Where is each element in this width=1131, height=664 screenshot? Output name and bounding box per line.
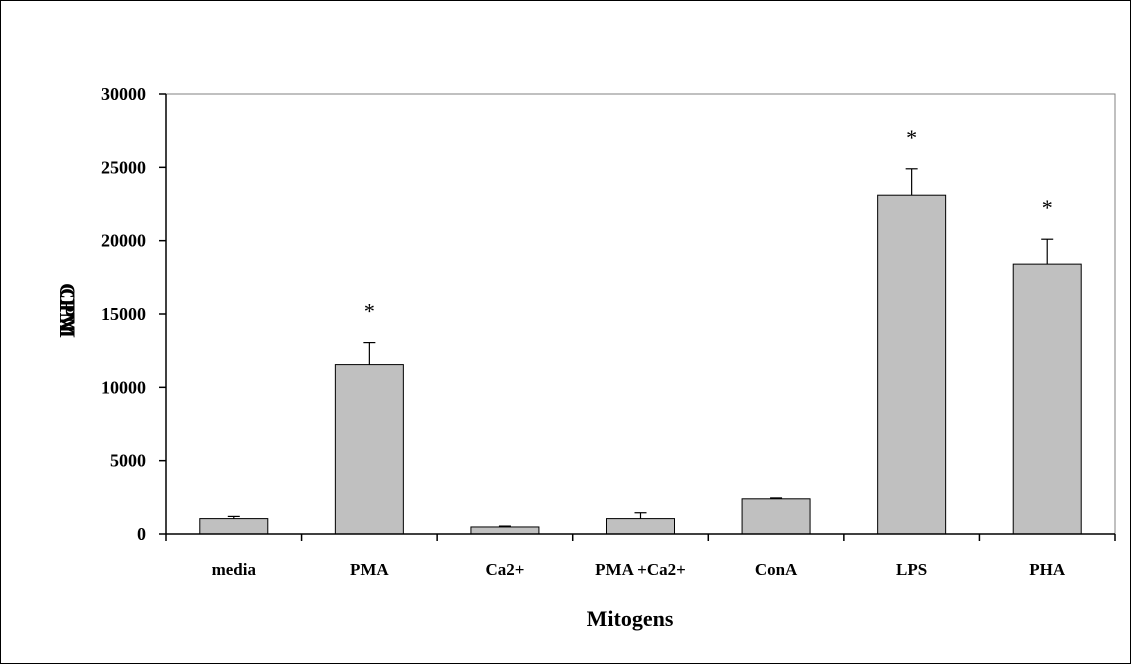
x-tick-label: PHA <box>1029 560 1066 579</box>
x-tick-label: PMA +Ca2+ <box>595 560 686 579</box>
x-ticks-layer: media PMA Ca2+ PMA +Ca2+ ConA LPS PHA <box>165 534 1116 579</box>
y-tick-label: 10000 <box>101 377 146 397</box>
bar <box>606 518 675 535</box>
y-tick-label: 5000 <box>110 451 146 471</box>
x-tick-label: Ca2+ <box>485 560 524 579</box>
x-tick-label: PMA <box>350 560 389 579</box>
y-axis-title: CPM CPM <box>55 283 80 338</box>
y-ticks-layer: 0 5000 10000 15000 20000 25000 30000 <box>101 84 166 544</box>
plot-area <box>165 93 1116 535</box>
bar <box>470 526 540 535</box>
bar <box>877 194 947 535</box>
y-tick-label: 15000 <box>101 304 146 324</box>
y-tick-label: 0 <box>137 524 146 544</box>
x-tick-label: media <box>212 560 257 579</box>
bars-layer <box>199 194 1082 535</box>
x-tick-label: ConA <box>755 560 798 579</box>
bar <box>741 498 811 535</box>
x-axis-title: Mitogens <box>587 606 674 631</box>
significance-marker: * <box>364 299 375 324</box>
y-axis-title-text-2: CPM <box>55 283 80 333</box>
significance-marker: * <box>1042 195 1053 220</box>
y-tick-label: 30000 <box>101 84 146 104</box>
bar <box>1012 263 1082 535</box>
y-tick-label: 25000 <box>101 157 146 177</box>
significance-marker: * <box>906 125 917 150</box>
x-tick-label: LPS <box>896 560 927 579</box>
bar <box>199 518 269 535</box>
y-axis-title-text-1: CPM <box>55 288 80 338</box>
bar <box>334 364 404 535</box>
y-tick-label: 20000 <box>101 231 146 251</box>
error-bars-layer <box>227 168 1054 527</box>
significance-layer: * * * <box>364 125 1053 324</box>
